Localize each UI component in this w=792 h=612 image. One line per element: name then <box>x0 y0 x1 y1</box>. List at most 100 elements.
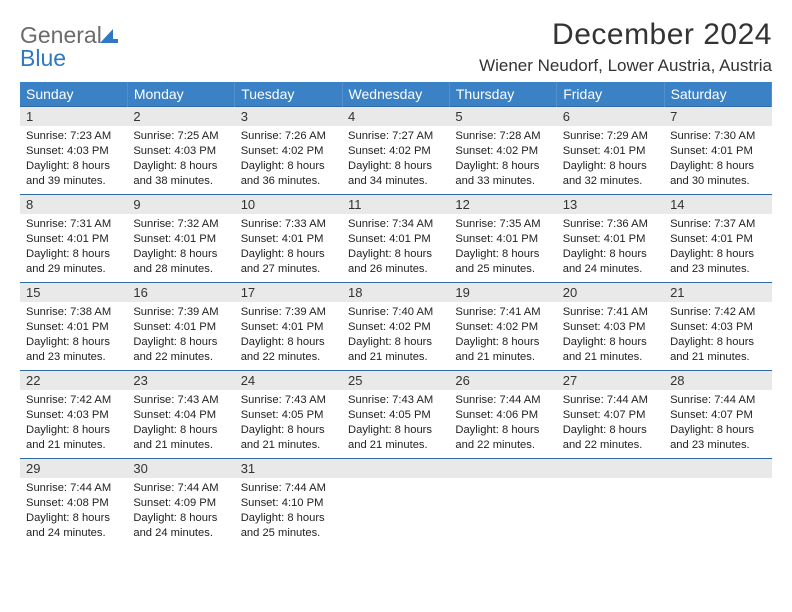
calendar-day-cell: 6Sunrise: 7:29 AMSunset: 4:01 PMDaylight… <box>557 107 664 195</box>
calendar-day-cell: 7Sunrise: 7:30 AMSunset: 4:01 PMDaylight… <box>664 107 771 195</box>
calendar-day-cell: 8Sunrise: 7:31 AMSunset: 4:01 PMDaylight… <box>20 195 127 283</box>
day-number: 29 <box>20 459 127 478</box>
day-body: Sunrise: 7:27 AMSunset: 4:02 PMDaylight:… <box>342 126 449 191</box>
day-number: 14 <box>664 195 771 214</box>
day-number: 24 <box>235 371 342 390</box>
calendar-day-cell: 2Sunrise: 7:25 AMSunset: 4:03 PMDaylight… <box>127 107 234 195</box>
day-number: 19 <box>449 283 556 302</box>
day-body: Sunrise: 7:35 AMSunset: 4:01 PMDaylight:… <box>449 214 556 279</box>
calendar-day-cell <box>664 459 771 547</box>
day-body: Sunrise: 7:44 AMSunset: 4:08 PMDaylight:… <box>20 478 127 543</box>
weekday-header-row: SundayMondayTuesdayWednesdayThursdayFrid… <box>20 82 772 107</box>
calendar-day-cell: 1Sunrise: 7:23 AMSunset: 4:03 PMDaylight… <box>20 107 127 195</box>
day-number: 26 <box>449 371 556 390</box>
calendar-day-cell <box>449 459 556 547</box>
calendar-day-cell: 23Sunrise: 7:43 AMSunset: 4:04 PMDayligh… <box>127 371 234 459</box>
day-number: 7 <box>664 107 771 126</box>
day-number: 21 <box>664 283 771 302</box>
weekday-header: Tuesday <box>235 82 342 107</box>
calendar-week-row: 15Sunrise: 7:38 AMSunset: 4:01 PMDayligh… <box>20 283 772 371</box>
day-body: Sunrise: 7:40 AMSunset: 4:02 PMDaylight:… <box>342 302 449 367</box>
day-body: Sunrise: 7:33 AMSunset: 4:01 PMDaylight:… <box>235 214 342 279</box>
calendar-day-cell: 4Sunrise: 7:27 AMSunset: 4:02 PMDaylight… <box>342 107 449 195</box>
day-body: Sunrise: 7:26 AMSunset: 4:02 PMDaylight:… <box>235 126 342 191</box>
day-body: Sunrise: 7:23 AMSunset: 4:03 PMDaylight:… <box>20 126 127 191</box>
calendar-day-cell: 25Sunrise: 7:43 AMSunset: 4:05 PMDayligh… <box>342 371 449 459</box>
calendar-week-row: 8Sunrise: 7:31 AMSunset: 4:01 PMDaylight… <box>20 195 772 283</box>
calendar-day-cell: 10Sunrise: 7:33 AMSunset: 4:01 PMDayligh… <box>235 195 342 283</box>
brand-text: General Blue <box>20 24 118 70</box>
brand-sail-icon <box>100 29 118 43</box>
calendar-day-cell: 16Sunrise: 7:39 AMSunset: 4:01 PMDayligh… <box>127 283 234 371</box>
day-number: 8 <box>20 195 127 214</box>
day-body: Sunrise: 7:43 AMSunset: 4:05 PMDaylight:… <box>235 390 342 455</box>
day-body: Sunrise: 7:41 AMSunset: 4:02 PMDaylight:… <box>449 302 556 367</box>
day-number: 11 <box>342 195 449 214</box>
day-number: 3 <box>235 107 342 126</box>
calendar-week-row: 22Sunrise: 7:42 AMSunset: 4:03 PMDayligh… <box>20 371 772 459</box>
day-number-empty <box>557 459 664 478</box>
day-number: 12 <box>449 195 556 214</box>
page-subtitle: Wiener Neudorf, Lower Austria, Austria <box>479 56 772 76</box>
day-number: 17 <box>235 283 342 302</box>
day-body: Sunrise: 7:43 AMSunset: 4:04 PMDaylight:… <box>127 390 234 455</box>
calendar-day-cell: 24Sunrise: 7:43 AMSunset: 4:05 PMDayligh… <box>235 371 342 459</box>
day-number: 5 <box>449 107 556 126</box>
day-body: Sunrise: 7:36 AMSunset: 4:01 PMDaylight:… <box>557 214 664 279</box>
day-number: 1 <box>20 107 127 126</box>
day-body: Sunrise: 7:42 AMSunset: 4:03 PMDaylight:… <box>664 302 771 367</box>
calendar-day-cell: 31Sunrise: 7:44 AMSunset: 4:10 PMDayligh… <box>235 459 342 547</box>
day-body: Sunrise: 7:44 AMSunset: 4:07 PMDaylight:… <box>557 390 664 455</box>
calendar-day-cell: 20Sunrise: 7:41 AMSunset: 4:03 PMDayligh… <box>557 283 664 371</box>
day-number: 22 <box>20 371 127 390</box>
day-body: Sunrise: 7:38 AMSunset: 4:01 PMDaylight:… <box>20 302 127 367</box>
day-body: Sunrise: 7:44 AMSunset: 4:07 PMDaylight:… <box>664 390 771 455</box>
day-body: Sunrise: 7:44 AMSunset: 4:09 PMDaylight:… <box>127 478 234 543</box>
day-number: 31 <box>235 459 342 478</box>
weekday-header: Thursday <box>449 82 556 107</box>
calendar-day-cell: 3Sunrise: 7:26 AMSunset: 4:02 PMDaylight… <box>235 107 342 195</box>
day-number: 13 <box>557 195 664 214</box>
calendar-day-cell: 12Sunrise: 7:35 AMSunset: 4:01 PMDayligh… <box>449 195 556 283</box>
day-number: 25 <box>342 371 449 390</box>
weekday-header: Monday <box>127 82 234 107</box>
calendar-day-cell: 30Sunrise: 7:44 AMSunset: 4:09 PMDayligh… <box>127 459 234 547</box>
calendar-day-cell: 21Sunrise: 7:42 AMSunset: 4:03 PMDayligh… <box>664 283 771 371</box>
calendar-day-cell: 28Sunrise: 7:44 AMSunset: 4:07 PMDayligh… <box>664 371 771 459</box>
day-number: 28 <box>664 371 771 390</box>
day-body: Sunrise: 7:32 AMSunset: 4:01 PMDaylight:… <box>127 214 234 279</box>
weekday-header: Friday <box>557 82 664 107</box>
brand-word2: Blue <box>20 45 66 71</box>
day-number: 15 <box>20 283 127 302</box>
day-body: Sunrise: 7:30 AMSunset: 4:01 PMDaylight:… <box>664 126 771 191</box>
day-body: Sunrise: 7:31 AMSunset: 4:01 PMDaylight:… <box>20 214 127 279</box>
calendar-week-row: 1Sunrise: 7:23 AMSunset: 4:03 PMDaylight… <box>20 107 772 195</box>
calendar-day-cell: 18Sunrise: 7:40 AMSunset: 4:02 PMDayligh… <box>342 283 449 371</box>
day-number-empty <box>342 459 449 478</box>
day-number: 10 <box>235 195 342 214</box>
calendar-day-cell: 27Sunrise: 7:44 AMSunset: 4:07 PMDayligh… <box>557 371 664 459</box>
day-body: Sunrise: 7:43 AMSunset: 4:05 PMDaylight:… <box>342 390 449 455</box>
day-body: Sunrise: 7:42 AMSunset: 4:03 PMDaylight:… <box>20 390 127 455</box>
day-number: 20 <box>557 283 664 302</box>
day-number-empty <box>449 459 556 478</box>
day-number: 18 <box>342 283 449 302</box>
calendar-day-cell <box>557 459 664 547</box>
day-number: 6 <box>557 107 664 126</box>
day-body: Sunrise: 7:44 AMSunset: 4:10 PMDaylight:… <box>235 478 342 543</box>
brand-logo: General Blue <box>20 18 118 70</box>
day-body: Sunrise: 7:41 AMSunset: 4:03 PMDaylight:… <box>557 302 664 367</box>
day-body: Sunrise: 7:39 AMSunset: 4:01 PMDaylight:… <box>235 302 342 367</box>
calendar-day-cell: 13Sunrise: 7:36 AMSunset: 4:01 PMDayligh… <box>557 195 664 283</box>
day-body: Sunrise: 7:28 AMSunset: 4:02 PMDaylight:… <box>449 126 556 191</box>
day-number: 9 <box>127 195 234 214</box>
day-number: 16 <box>127 283 234 302</box>
day-body: Sunrise: 7:29 AMSunset: 4:01 PMDaylight:… <box>557 126 664 191</box>
calendar-day-cell: 15Sunrise: 7:38 AMSunset: 4:01 PMDayligh… <box>20 283 127 371</box>
calendar-day-cell: 29Sunrise: 7:44 AMSunset: 4:08 PMDayligh… <box>20 459 127 547</box>
calendar-day-cell: 9Sunrise: 7:32 AMSunset: 4:01 PMDaylight… <box>127 195 234 283</box>
calendar-table: SundayMondayTuesdayWednesdayThursdayFrid… <box>20 82 772 547</box>
weekday-header: Saturday <box>664 82 771 107</box>
calendar-day-cell: 14Sunrise: 7:37 AMSunset: 4:01 PMDayligh… <box>664 195 771 283</box>
calendar-day-cell: 22Sunrise: 7:42 AMSunset: 4:03 PMDayligh… <box>20 371 127 459</box>
